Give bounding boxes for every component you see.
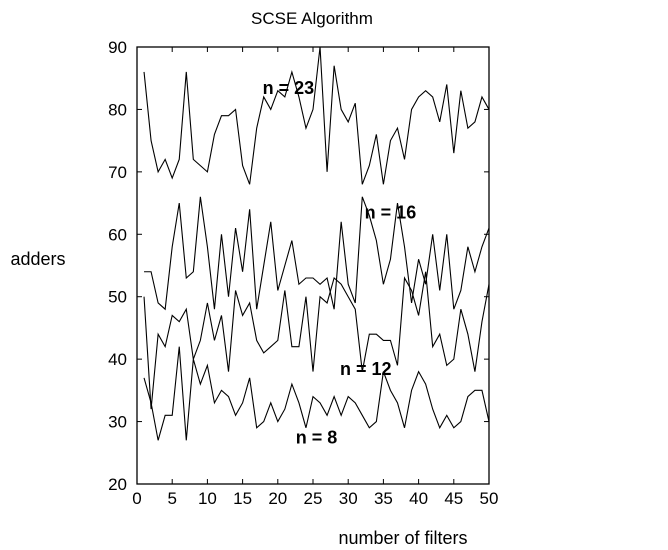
plot-frame <box>136 46 490 485</box>
chart-title: SCSE Algorithm <box>251 9 373 28</box>
y-tick-label: 50 <box>108 288 127 307</box>
y-tick-label: 60 <box>108 225 127 244</box>
series-line-2 <box>144 196 490 311</box>
x-tick-label: 25 <box>304 489 323 508</box>
series-label-4: n = 8 <box>296 427 338 447</box>
axis-tick-labels: 0 5 10 15 20 25 30 35 40 45 50 20 30 40 50 60 70 80 90 <box>108 38 498 508</box>
x-tick-label: 15 <box>233 489 252 508</box>
y-tick-label: 70 <box>108 163 127 182</box>
x-tick-label: 0 <box>132 489 141 508</box>
x-tick-label: 45 <box>444 489 463 508</box>
y-tick-label: 20 <box>108 475 127 494</box>
series-label-3: n = 12 <box>340 359 392 379</box>
y-tick-label: 80 <box>108 100 127 119</box>
series-label-1: n = 23 <box>263 78 315 98</box>
x-tick-label: 10 <box>198 489 217 508</box>
x-tick-label: 40 <box>409 489 428 508</box>
x-tick-label: 35 <box>374 489 393 508</box>
x-tick-label: 20 <box>268 489 287 508</box>
y-axis-title: adders <box>10 249 65 269</box>
y-tick-label: 30 <box>108 413 127 432</box>
series-labels: n = 23 n = 16 n = 12 n = 8 <box>263 78 417 448</box>
series-line-4 <box>143 346 490 441</box>
series-lines <box>143 46 490 441</box>
x-tick-label: 30 <box>339 489 358 508</box>
x-tick-label: 50 <box>480 489 499 508</box>
series-label-2: n = 16 <box>365 203 417 223</box>
y-tick-label: 40 <box>108 350 127 369</box>
series-line-3 <box>143 271 490 410</box>
x-tick-label: 5 <box>167 489 176 508</box>
series-line-1 <box>143 46 490 185</box>
x-axis-title: number of filters <box>338 528 467 548</box>
y-tick-label: 90 <box>108 38 127 57</box>
